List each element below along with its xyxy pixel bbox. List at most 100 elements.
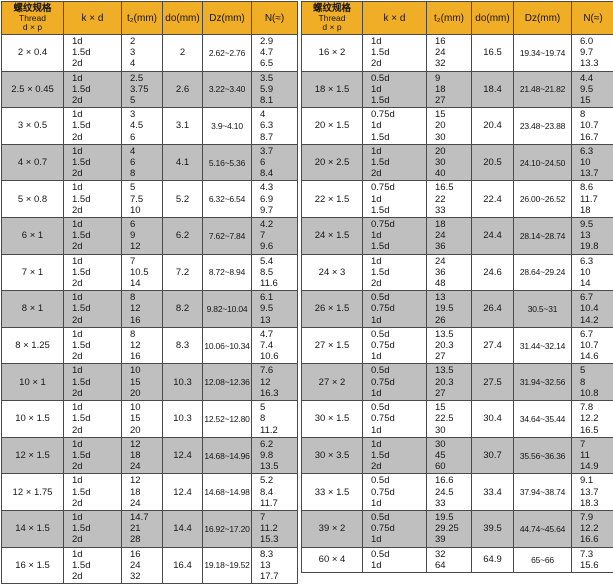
kxd-cell: 1d 1.5d 2d: [64, 181, 122, 218]
dz-cell: 35.56~36.36: [514, 437, 572, 474]
do-cell: 30.4: [472, 401, 514, 438]
spec-cell: 2 × 0.4: [2, 35, 64, 72]
kxd-cell: 0.5d 0.75d 1d: [363, 364, 427, 401]
spec-cell: 24 × 3: [302, 254, 363, 291]
t-cell: 2 3 4: [122, 35, 163, 72]
dz-cell: 9.82~10.04: [203, 291, 252, 328]
spec-cell: 30 × 1.5: [302, 401, 363, 438]
kxd-cell: 0.75d 1d 1.5d: [363, 108, 427, 145]
n-cell: 7.9 12.2 16.6: [572, 510, 613, 547]
kxd-cell: 1d 1.5d 2d: [64, 437, 122, 474]
dz-cell: 21.48~21.82: [514, 71, 572, 108]
spec-cell: 12 × 1.75: [2, 474, 64, 511]
kxd-cell: 1d 1.5d 2d: [64, 218, 122, 255]
thread-spec-table-left: 螺纹规格 Thread d × p k × d t₂(mm) do(mm) Dz…: [1, 1, 298, 584]
spec-cell: 8 × 1.25: [2, 327, 64, 364]
kxd-cell: 1d 1.5d 2d: [363, 254, 427, 291]
dz-cell: 3.22~3.40: [203, 71, 252, 108]
spec-cell: 10 × 1.5: [2, 401, 64, 438]
do-cell: 20.4: [472, 108, 514, 145]
n-cell: 8 10.7 16.7: [572, 108, 613, 145]
t-cell: 15 22.5 30: [427, 401, 472, 438]
kxd-cell: 0.5d 0.75d 1d: [363, 291, 427, 328]
t-cell: 16.6 24.5 33: [427, 474, 472, 511]
t-cell: 19.5 29.25 39: [427, 510, 472, 547]
dz-cell: 65~66: [514, 547, 572, 572]
do-cell: 16.5: [472, 35, 514, 72]
n-cell: 4 6.3 8.7: [252, 108, 298, 145]
col-header-t: t₂(mm): [427, 2, 472, 35]
t-cell: 8 12 16: [122, 327, 163, 364]
spec-cell: 16 × 1.5: [2, 547, 64, 584]
dz-cell: 19.34~19.74: [514, 35, 572, 72]
n-cell: 6.3 10 14: [572, 254, 613, 291]
col-header-kxd: k × d: [64, 2, 122, 35]
dz-cell: 23.48~23.88: [514, 108, 572, 145]
col-header-kxd: k × d: [363, 2, 427, 35]
do-cell: 4.1: [163, 144, 203, 181]
col-header-n: N(≈): [252, 2, 298, 35]
n-cell: 6.2 9.8 13.5: [252, 437, 298, 474]
t-cell: 4 6 8: [122, 144, 163, 181]
dz-cell: 2.62~2.76: [203, 35, 252, 72]
do-cell: 10.3: [163, 364, 203, 401]
do-cell: 7.2: [163, 254, 203, 291]
col-header-do: do(mm): [163, 2, 203, 35]
do-cell: 5.2: [163, 181, 203, 218]
spec-cell: 60 × 4: [302, 547, 363, 572]
col-header-spec: 螺纹规格 Thread d × p: [302, 2, 363, 35]
t-cell: 24 36 48: [427, 254, 472, 291]
dz-cell: 3.9~4.10: [203, 108, 252, 145]
n-cell: 6.0 9.7 13.3: [572, 35, 613, 72]
dz-cell: 31.94~32.56: [514, 364, 572, 401]
do-cell: 3.1: [163, 108, 203, 145]
dz-cell: 10.06~10.34: [203, 327, 252, 364]
do-cell: 8.2: [163, 291, 203, 328]
t-cell: 5 7.5 10: [122, 181, 163, 218]
kxd-cell: 1d 1.5d 2d: [64, 547, 122, 584]
t-cell: 6 9 12: [122, 218, 163, 255]
header-row: 螺纹规格 Thread d × p k × d t₂(mm) do(mm) Dz…: [2, 2, 298, 35]
dz-cell: 5.16~5.36: [203, 144, 252, 181]
spec-cell: 27 × 2: [302, 364, 363, 401]
kxd-cell: 0.5d 0.75d 1d: [363, 510, 427, 547]
t-cell: 3 4.5 6: [122, 108, 163, 145]
t-cell: 13.5 20.3 27: [427, 364, 472, 401]
thread-spec-table-right: 螺纹规格 Thread d × p k × d t₂(mm) do(mm) Dz…: [301, 1, 613, 573]
col-header-t: t₂(mm): [122, 2, 163, 35]
col-header-dz: Dz(mm): [203, 2, 252, 35]
t-cell: 13.5 20.3 27: [427, 327, 472, 364]
do-cell: 64.9: [472, 547, 514, 572]
kxd-cell: 0.75d 1d 1.5d: [363, 181, 427, 218]
dz-cell: 31.44~32.14: [514, 327, 572, 364]
t-cell: 16 24 32: [427, 35, 472, 72]
spec-cell: 7 × 1: [2, 254, 64, 291]
t-cell: 20 30 40: [427, 144, 472, 181]
n-cell: 5 8 10.8: [572, 364, 613, 401]
do-cell: 8.3: [163, 327, 203, 364]
n-cell: 9.5 13 19.8: [572, 218, 613, 255]
do-cell: 20.5: [472, 144, 514, 181]
spec-cell: 4 × 0.7: [2, 144, 64, 181]
n-cell: 3.5 5.9 8.1: [252, 71, 298, 108]
n-cell: 2.9 4.7 6.5: [252, 35, 298, 72]
spec-cell: 26 × 1.5: [302, 291, 363, 328]
kxd-cell: 1d 1.5d 2d: [64, 510, 122, 547]
dz-cell: 28.64~29.24: [514, 254, 572, 291]
do-cell: 24.6: [472, 254, 514, 291]
